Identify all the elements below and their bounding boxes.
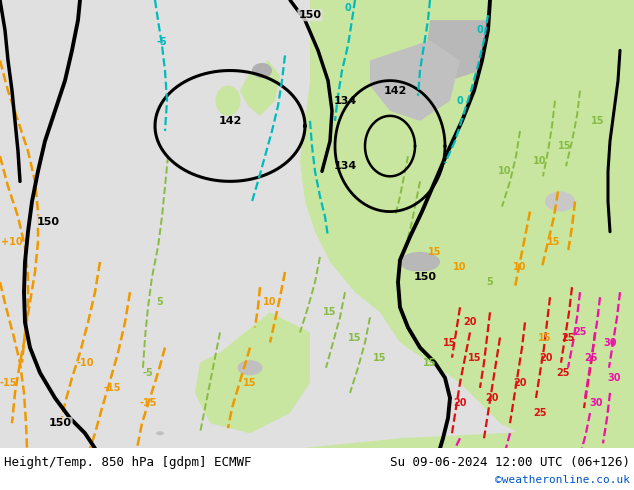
Ellipse shape	[400, 252, 440, 272]
Text: -10: -10	[76, 358, 94, 368]
Text: -15: -15	[103, 383, 120, 393]
Text: 15: 15	[538, 333, 552, 343]
Ellipse shape	[545, 192, 575, 212]
Ellipse shape	[156, 431, 164, 435]
Text: 142: 142	[384, 86, 406, 96]
Ellipse shape	[238, 360, 262, 375]
Text: 30: 30	[607, 373, 621, 383]
Text: 0: 0	[477, 25, 483, 35]
Polygon shape	[195, 312, 310, 433]
Text: -15: -15	[0, 378, 16, 388]
Text: 15: 15	[428, 247, 442, 257]
Text: 10: 10	[498, 166, 512, 176]
Polygon shape	[385, 0, 520, 121]
Text: +10: +10	[1, 237, 23, 247]
Text: 25: 25	[556, 368, 570, 378]
Text: 20: 20	[463, 318, 477, 327]
Text: ©weatheronline.co.uk: ©weatheronline.co.uk	[495, 475, 630, 485]
Text: Su 09-06-2024 12:00 UTC (06+126): Su 09-06-2024 12:00 UTC (06+126)	[390, 456, 630, 469]
Text: 20: 20	[453, 398, 467, 408]
Text: 20: 20	[540, 353, 553, 363]
Text: 0: 0	[456, 96, 463, 106]
Text: 25: 25	[533, 408, 547, 418]
Polygon shape	[425, 20, 490, 80]
Text: 15: 15	[469, 353, 482, 363]
Text: -15: -15	[139, 398, 157, 408]
Text: 142: 142	[218, 116, 242, 126]
Polygon shape	[420, 0, 634, 60]
Text: 5: 5	[157, 297, 164, 307]
Text: 150: 150	[413, 272, 436, 282]
Text: -5: -5	[143, 368, 153, 378]
Text: 25: 25	[561, 333, 575, 343]
Text: 20: 20	[514, 378, 527, 388]
Text: 150: 150	[48, 418, 72, 428]
Polygon shape	[370, 40, 460, 121]
Text: 10: 10	[453, 262, 467, 272]
Text: 15: 15	[373, 353, 387, 363]
Text: 10: 10	[263, 297, 277, 307]
Text: 20: 20	[485, 393, 499, 403]
Text: 150: 150	[37, 217, 60, 227]
Polygon shape	[280, 423, 634, 448]
Text: -5: -5	[157, 37, 167, 48]
Text: Height/Temp. 850 hPa [gdpm] ECMWF: Height/Temp. 850 hPa [gdpm] ECMWF	[4, 456, 252, 469]
Text: 134: 134	[333, 161, 356, 171]
Text: 30: 30	[589, 398, 603, 408]
Text: 15: 15	[559, 141, 572, 151]
Ellipse shape	[252, 63, 272, 78]
Text: 25: 25	[585, 353, 598, 363]
Text: 15: 15	[592, 116, 605, 126]
Text: 10: 10	[533, 156, 547, 166]
Text: 15: 15	[243, 378, 257, 388]
Text: 15: 15	[424, 358, 437, 368]
Polygon shape	[240, 60, 280, 116]
Text: 5: 5	[487, 277, 493, 287]
Text: 15: 15	[443, 338, 456, 347]
Text: 15: 15	[547, 237, 560, 247]
Text: 0: 0	[345, 3, 351, 13]
Polygon shape	[300, 0, 634, 448]
Text: 10: 10	[514, 262, 527, 272]
Text: 134: 134	[333, 96, 356, 106]
Text: 15: 15	[348, 333, 362, 343]
Text: 25: 25	[573, 327, 586, 338]
Text: 150: 150	[299, 10, 321, 20]
Text: 15: 15	[323, 307, 337, 318]
Ellipse shape	[216, 86, 240, 116]
Text: 30: 30	[603, 338, 617, 347]
